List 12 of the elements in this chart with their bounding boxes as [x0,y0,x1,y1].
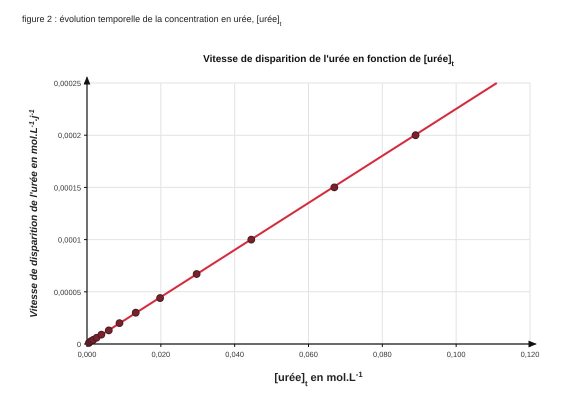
point [330,184,338,192]
point [156,294,164,302]
x-axis-title: [urée]$_{t}$ en mol.L$^{-1}$ [274,370,364,388]
point [116,319,124,328]
point [192,270,201,278]
point [132,308,140,317]
caption: figure 2 : évolution temporelle de la concentration en urée, [urée]$_{t}$ [22,14,282,28]
point [97,330,106,339]
chart-title: Vitesse de disparition de l'urée en fonction de [urée]$_{t}$ [203,54,455,68]
point [247,236,256,244]
point [412,131,420,140]
point [104,326,113,334]
